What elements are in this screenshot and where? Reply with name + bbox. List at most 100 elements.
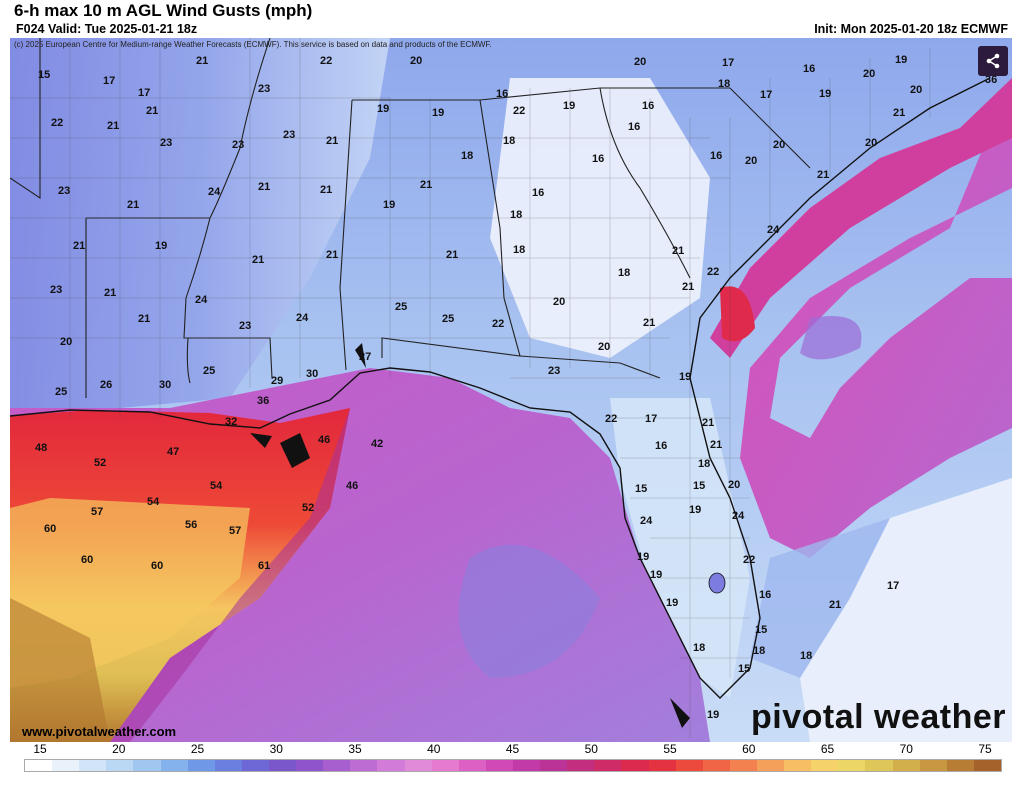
- legend-tick-label: 15: [33, 742, 47, 756]
- wind-gust-value: 21: [682, 281, 694, 293]
- wind-gust-value: 21: [73, 240, 85, 252]
- wind-gust-value: 15: [693, 480, 705, 492]
- wind-gust-value: 18: [718, 78, 730, 90]
- wind-gust-value: 17: [645, 413, 657, 425]
- wind-gust-value: 22: [707, 266, 719, 278]
- wind-gust-value: 21: [710, 439, 722, 451]
- wind-gust-value: 25: [395, 301, 407, 313]
- wind-gust-value: 57: [91, 506, 103, 518]
- wind-gust-value: 46: [346, 480, 358, 492]
- wind-gust-value: 52: [94, 457, 106, 469]
- colorbar-segment: [756, 760, 785, 771]
- colorbar-segment: [594, 760, 622, 771]
- share-icon: [986, 53, 1000, 69]
- wind-gust-value: 18: [461, 150, 473, 162]
- colorbar-segment: [25, 760, 53, 771]
- wind-gust-value: 18: [513, 244, 525, 256]
- wind-gust-value: 61: [258, 560, 270, 572]
- share-button[interactable]: [978, 46, 1008, 76]
- wind-gust-value: 21: [320, 184, 332, 196]
- colorbar-segment: [133, 760, 161, 771]
- wind-gust-value: 24: [732, 510, 745, 522]
- wind-gust-value: 21: [127, 199, 139, 211]
- wind-gust-value: 18: [503, 135, 515, 147]
- wind-gust-value: 24: [640, 515, 653, 527]
- wind-gust-value: 19: [377, 103, 389, 115]
- wind-gust-value: 15: [755, 624, 767, 636]
- wind-gust-value: 23: [283, 129, 295, 141]
- wind-gust-value: 21: [138, 313, 150, 325]
- wind-gust-value: 42: [371, 438, 383, 450]
- wind-gust-value: 19: [666, 597, 678, 609]
- wind-gust-map[interactable]: 15 17 17 21 22 20 20 17 16 20 19 18 17 19 20 36 23 16 22 21…: [10, 38, 1012, 742]
- wind-gust-value: 20: [410, 55, 422, 67]
- site-url[interactable]: www.pivotalweather.com: [22, 724, 177, 739]
- pivotal-weather-logo: pivotal weather: [750, 698, 1006, 736]
- colorbar-segment: [648, 760, 676, 771]
- colorbar-segment: [675, 760, 703, 771]
- map-header: 6-h max 10 m AGL Wind Gusts (mph) F024 V…: [0, 0, 1024, 40]
- wind-gust-value: 24: [195, 294, 208, 306]
- wind-gust-value: 19: [432, 107, 444, 119]
- wind-gust-value: 21: [893, 107, 905, 119]
- wind-gust-value: 17: [887, 580, 899, 592]
- legend-colorbar: [24, 759, 1002, 772]
- wind-gust-value: 21: [258, 181, 270, 193]
- colorbar-segment: [79, 760, 107, 771]
- colorbar-segment: [241, 760, 269, 771]
- wind-gust-value: 16: [532, 187, 544, 199]
- wind-gust-value: 24: [767, 224, 780, 236]
- wind-gust-value: 36: [257, 395, 269, 407]
- colorbar-segment: [350, 760, 378, 771]
- wind-gust-value: 56: [185, 519, 197, 531]
- wind-gust-value: 21: [420, 179, 432, 191]
- colorbar-segment: [621, 760, 649, 771]
- wind-gust-value: 16: [803, 63, 815, 75]
- wind-gust-value: 52: [302, 502, 314, 514]
- wind-gust-value: 20: [863, 68, 875, 80]
- wind-gust-value: 22: [492, 318, 504, 330]
- wind-gust-value: 21: [107, 120, 119, 132]
- colorbar-segment: [485, 760, 513, 771]
- legend-tick-label: 65: [820, 742, 835, 756]
- wind-gust-value: 27: [359, 351, 371, 363]
- wind-gust-value: 17: [103, 75, 115, 87]
- wind-gust-value: 17: [138, 87, 150, 99]
- colorbar-segment: [377, 760, 405, 771]
- colorbar-segment: [973, 760, 1001, 771]
- wind-gust-value: 16: [628, 121, 640, 133]
- colorbar-segment: [106, 760, 134, 771]
- wind-gust-value: 25: [203, 365, 215, 377]
- colorbar-segment: [919, 760, 947, 771]
- colorbar-segment: [323, 760, 351, 771]
- wind-gust-value: 18: [800, 650, 812, 662]
- colorbar-segment: [567, 760, 595, 771]
- colorbar-segment: [784, 760, 812, 771]
- wind-gust-value: 17: [722, 57, 734, 69]
- legend-tick-label: 25: [190, 742, 205, 756]
- wind-gust-value: 21: [326, 249, 338, 261]
- map-panel[interactable]: 15 17 17 21 22 20 20 17 16 20 19 18 17 19 20 36 23 16 22 21…: [10, 38, 1012, 742]
- wind-gust-value: 19: [679, 371, 691, 383]
- colorbar-segment: [811, 760, 839, 771]
- wind-gust-value: 16: [496, 88, 508, 100]
- legend-tick-labels: 15 20 25 30 35 40 45 50 55 60 65 70 75: [0, 742, 1024, 758]
- wind-gust-value: 21: [702, 417, 714, 429]
- wind-gust-value: 25: [442, 313, 454, 325]
- wind-gust-value: 23: [548, 365, 560, 377]
- colorbar-segment: [268, 760, 297, 771]
- wind-gust-value: 16: [592, 153, 604, 165]
- wind-gust-value: 30: [306, 368, 318, 380]
- colorbar-segment: [838, 760, 866, 771]
- wind-gust-value: 21: [643, 317, 655, 329]
- wind-gust-value: 19: [895, 54, 907, 66]
- wind-gust-value: 15: [635, 483, 647, 495]
- wind-gust-value: 19: [689, 504, 701, 516]
- wind-gust-value: 15: [738, 663, 750, 675]
- wind-gust-value: 19: [650, 569, 662, 581]
- wind-gust-value: 36: [985, 74, 997, 86]
- wind-gust-value: 19: [637, 551, 649, 563]
- wind-gust-value: 23: [50, 284, 62, 296]
- wind-gust-value: 20: [598, 341, 610, 353]
- wind-gust-value: 20: [745, 155, 757, 167]
